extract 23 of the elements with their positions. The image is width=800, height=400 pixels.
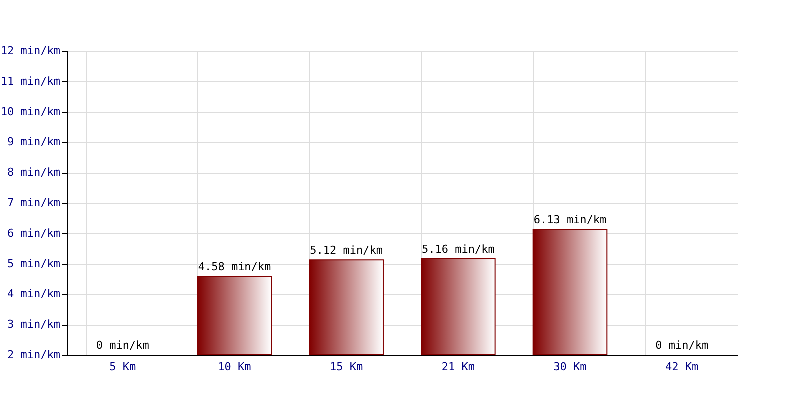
data-label: 6.13 min/km bbox=[534, 213, 608, 226]
x-tick-label: 21 Km bbox=[442, 360, 476, 374]
y-tick-label: 4 min/km bbox=[8, 288, 61, 301]
y-tick-label: 9 min/km bbox=[8, 136, 61, 149]
text: 0 min/km bbox=[96, 339, 150, 352]
y-tick-label: 12 min/km bbox=[0, 44, 61, 58]
x-tick-label: 42 Km bbox=[666, 360, 700, 374]
y-tick-label: 11 min/km bbox=[0, 74, 61, 88]
y-tick-label: 10 min/km bbox=[0, 105, 61, 118]
y-tick-label: 7 min/km bbox=[8, 196, 61, 210]
y-tick-label: 8 min/km bbox=[8, 166, 61, 180]
data-label: 5.16 min/km bbox=[422, 242, 496, 256]
x-tick-label: 15 Km bbox=[330, 360, 364, 374]
data-label: 5.12 min/km bbox=[310, 244, 384, 258]
x-tick-label: 30 Km bbox=[554, 360, 588, 374]
x-tick-label: 10 Km bbox=[218, 360, 252, 374]
y-tick-label: 5 min/km bbox=[8, 257, 61, 270]
text: 0 min/km bbox=[656, 339, 709, 352]
x-tick-label: 5 Km bbox=[110, 360, 137, 374]
y-tick-label: 2 min/km bbox=[8, 348, 61, 362]
y-tick-label: 3 min/km bbox=[8, 318, 61, 332]
y-tick-label: 6 min/km bbox=[8, 226, 61, 240]
data-label: 4.58 min/km bbox=[198, 260, 272, 274]
